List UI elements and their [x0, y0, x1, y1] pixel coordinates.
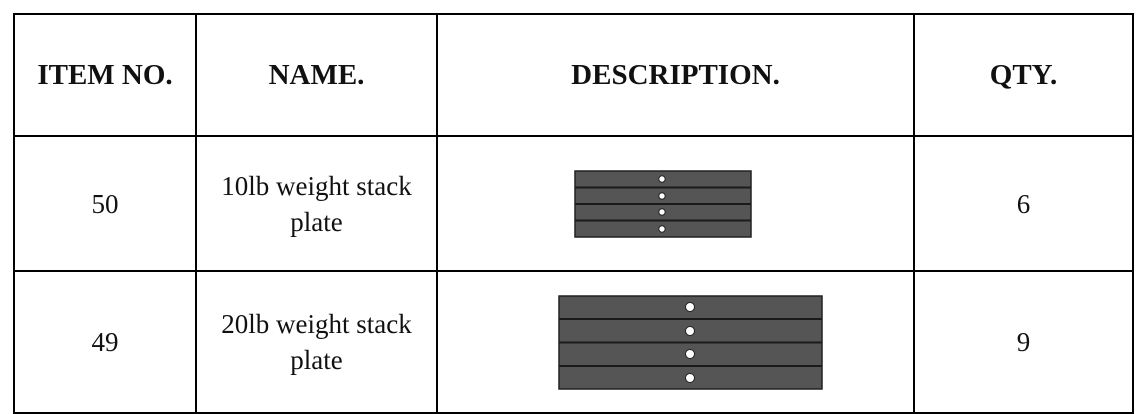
description-cell — [436, 270, 915, 414]
item-no: 50 — [13, 135, 197, 272]
item-name: 20lb weight stack plate — [195, 270, 438, 414]
header-row: ITEM NO. NAME. DESCRIPTION. QTY. — [13, 13, 1134, 137]
plate-image — [574, 169, 752, 238]
qty: 6 — [913, 135, 1134, 272]
table-row: 50 10lb weight stack plate 6 — [13, 135, 1134, 272]
parts-table: ITEM NO. NAME. DESCRIPTION. QTY. 50 10lb… — [13, 13, 1134, 414]
item-name: 10lb weight stack plate — [195, 135, 438, 272]
header-cell: QTY. — [913, 13, 1134, 137]
qty: 9 — [913, 270, 1134, 414]
description-cell — [436, 135, 915, 272]
plate-image — [558, 294, 823, 390]
header-cell: NAME. — [195, 13, 438, 137]
item-no: 49 — [13, 270, 197, 414]
header-cell: ITEM NO. — [13, 13, 197, 137]
table-row: 49 20lb weight stack plate 9 — [13, 270, 1134, 414]
header-cell: DESCRIPTION. — [436, 13, 915, 137]
